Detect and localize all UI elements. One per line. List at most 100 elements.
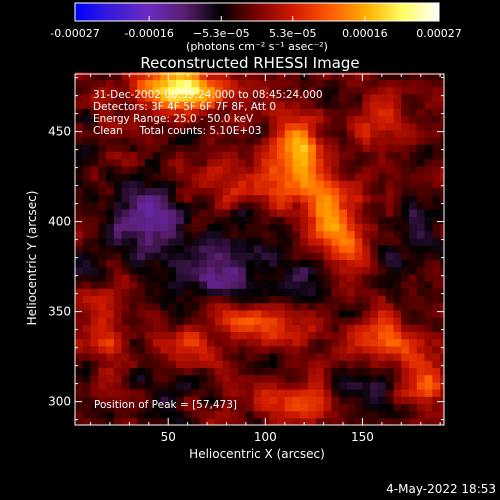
heatmap-cell <box>354 108 364 116</box>
heatmap-cell <box>308 381 317 390</box>
heatmap-cell <box>401 374 410 383</box>
heatmap-cell <box>90 273 99 282</box>
heatmap-cell <box>207 345 216 354</box>
heatmap-cell <box>98 79 107 88</box>
heatmap-cell <box>370 302 379 311</box>
heatmap-cell <box>75 345 84 354</box>
heatmap-cell <box>191 137 200 145</box>
heatmap-cell <box>346 345 356 354</box>
heatmap-cell <box>144 158 154 167</box>
heatmap-cell <box>346 165 356 174</box>
heatmap-cell <box>432 417 441 425</box>
heatmap-cell <box>168 194 177 203</box>
heatmap-cell <box>284 151 294 160</box>
heatmap-cell <box>75 295 84 304</box>
heatmap-cell <box>207 158 216 167</box>
heatmap-cell <box>393 245 402 253</box>
heatmap-cell <box>269 331 278 340</box>
heatmap-cell <box>207 137 216 145</box>
heatmap-cell <box>284 331 294 340</box>
heatmap-cell <box>432 115 441 124</box>
heatmap-cell <box>238 295 247 304</box>
heatmap-cell <box>199 180 208 188</box>
heatmap-cell <box>191 396 200 404</box>
heatmap-cell <box>346 324 356 332</box>
heatmap-cell <box>300 165 309 174</box>
heatmap-cell <box>175 288 185 296</box>
heatmap-cell <box>362 360 371 368</box>
heatmap-cell <box>276 122 286 131</box>
heatmap-cell <box>238 353 247 361</box>
heatmap-cell <box>191 158 200 167</box>
heatmap-cell <box>300 403 309 412</box>
heatmap-cell <box>377 165 387 174</box>
heatmap-cell <box>276 417 286 425</box>
heatmap-cell <box>183 129 193 138</box>
heatmap-cell <box>253 115 263 124</box>
heatmap-cell <box>245 115 255 124</box>
heatmap-cell <box>292 259 301 268</box>
heatmap-cell <box>346 353 356 361</box>
heatmap-cell <box>409 360 418 368</box>
heatmap-cell <box>191 180 200 188</box>
heatmap-cell <box>276 72 286 80</box>
heatmap-cell <box>214 72 224 80</box>
colorbar-unit-label: (photons cm⁻² s⁻¹ asec⁻²) <box>186 40 328 53</box>
heatmap-cell <box>292 295 301 304</box>
heatmap-cell <box>401 317 410 325</box>
heatmap-cell <box>121 93 130 102</box>
heatmap-cell <box>199 223 208 232</box>
heatmap-cell <box>300 317 309 325</box>
heatmap-cell <box>245 79 255 88</box>
heatmap-cell <box>424 338 433 347</box>
heatmap-cell <box>82 353 92 361</box>
heatmap-cell <box>152 115 162 124</box>
heatmap-cell <box>284 317 294 325</box>
heatmap-cell <box>315 108 325 116</box>
heatmap-cell <box>432 216 441 224</box>
heatmap-cell <box>113 158 123 167</box>
heatmap-cell <box>183 137 193 145</box>
heatmap-cell <box>440 374 444 383</box>
heatmap-cell <box>160 137 169 145</box>
heatmap-cell <box>137 266 146 275</box>
heatmap-cell <box>409 122 418 131</box>
heatmap-cell <box>113 72 123 80</box>
heatmap-cell <box>214 288 224 296</box>
heatmap-cell <box>82 209 92 217</box>
heatmap-cell <box>222 345 231 354</box>
heatmap-cell <box>222 266 231 275</box>
heatmap-cell <box>308 309 317 318</box>
heatmap-cell <box>346 259 356 268</box>
heatmap-cell <box>137 381 146 390</box>
heatmap-cell <box>385 187 395 196</box>
heatmap-cell <box>370 266 379 275</box>
heatmap-cell <box>98 165 107 174</box>
heatmap-cell <box>377 86 387 95</box>
heatmap-cell <box>385 331 395 340</box>
heatmap-cell <box>199 389 208 397</box>
heatmap-cell <box>75 223 84 232</box>
heatmap-cell <box>253 259 263 268</box>
heatmap-cell <box>401 122 410 131</box>
heatmap-cell <box>199 273 208 282</box>
heatmap-cell <box>238 194 247 203</box>
heatmap-cell <box>222 367 231 376</box>
heatmap-cell <box>331 108 340 116</box>
heatmap-cell <box>121 230 130 239</box>
heatmap-cell <box>377 417 387 425</box>
heatmap-cell <box>276 151 286 160</box>
heatmap-cell <box>199 302 208 311</box>
heatmap-cell <box>385 295 395 304</box>
heatmap-cell <box>183 381 193 390</box>
heatmap-cell <box>354 223 364 232</box>
heatmap-cell <box>245 165 255 174</box>
heatmap-cell <box>292 396 301 404</box>
heatmap-cell <box>339 173 348 181</box>
heatmap-cell <box>144 129 154 138</box>
heatmap-cell <box>113 417 123 425</box>
heatmap-cell <box>401 93 410 102</box>
heatmap-cell <box>377 410 387 419</box>
heatmap-cell <box>245 252 255 260</box>
heatmap-cell <box>292 216 301 224</box>
